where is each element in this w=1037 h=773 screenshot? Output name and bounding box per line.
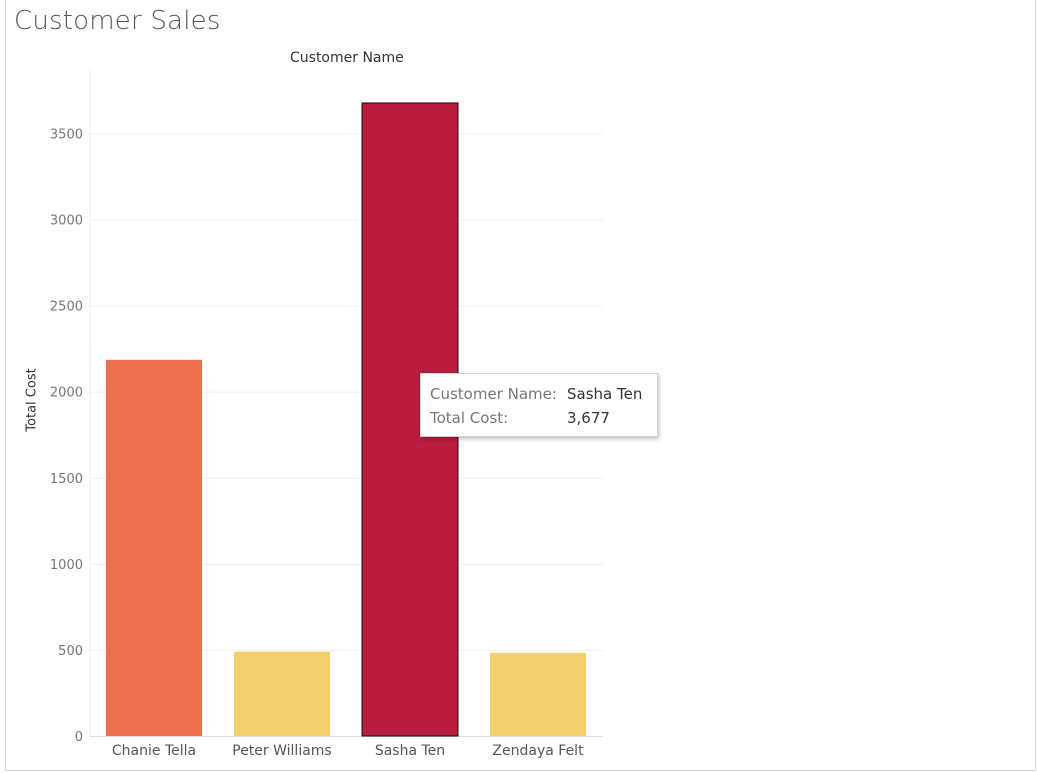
y-tick-label: 2500 <box>50 300 83 315</box>
page-title: Customer Sales <box>14 6 221 36</box>
tooltip: Customer Name: Sasha Ten Total Cost: 3,677 <box>420 373 658 437</box>
tooltip-name-key: Customer Name: <box>430 385 557 403</box>
bar-peter-williams[interactable] <box>234 651 330 736</box>
y-tick-label: 2000 <box>50 386 83 401</box>
bars <box>106 102 586 737</box>
y-axis-ticks: 0 500 1000 1500 2000 2500 3000 3500 <box>50 127 83 745</box>
x-category-label: Chanie Tella <box>112 743 196 759</box>
tooltip-name-row: Customer Name: Sasha Ten <box>430 385 642 403</box>
x-axis-categories: Chanie Tella Peter Williams Sasha Ten Zenda… <box>112 743 584 759</box>
x-category-label: Peter Williams <box>232 743 331 759</box>
bar-chanie-tella[interactable] <box>106 359 202 736</box>
tooltip-cost-row: Total Cost: 3,677 <box>430 409 610 427</box>
tooltip-cost-value: 3,677 <box>567 409 610 427</box>
bar-zendaya-felt[interactable] <box>490 652 586 736</box>
y-tick-label: 3000 <box>50 214 83 229</box>
y-tick-label: 3500 <box>50 127 83 142</box>
tooltip-name-value: Sasha Ten <box>567 385 643 403</box>
column-header: Customer Name <box>290 50 404 66</box>
y-tick-label: 0 <box>75 730 83 745</box>
x-category-label: Sasha Ten <box>375 743 445 759</box>
y-tick-label: 500 <box>58 644 83 659</box>
y-tick-label: 1500 <box>50 472 83 487</box>
y-tick-label: 1000 <box>50 558 83 573</box>
tooltip-cost-key: Total Cost: <box>430 409 509 427</box>
chart-frame <box>5 0 1036 771</box>
x-category-label: Zendaya Felt <box>492 743 584 759</box>
